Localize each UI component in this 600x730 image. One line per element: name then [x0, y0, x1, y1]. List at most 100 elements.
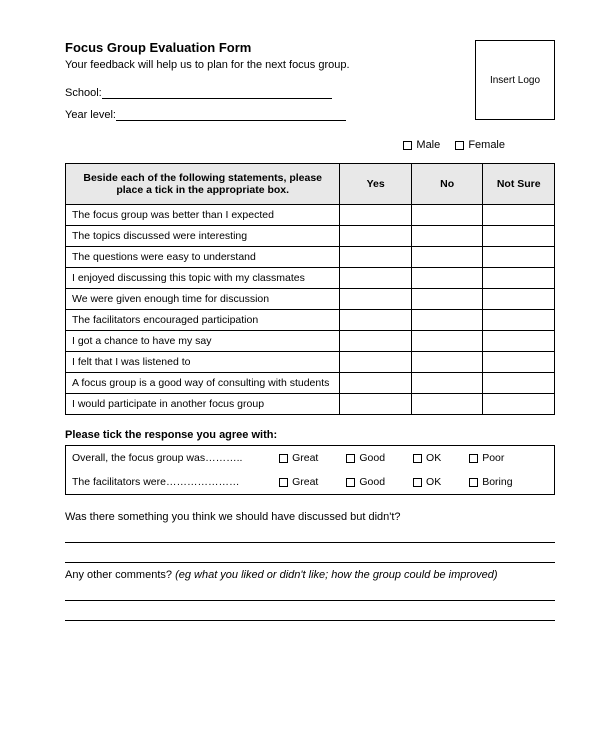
tick-cell[interactable]: [483, 289, 555, 310]
tick-cell[interactable]: [411, 373, 483, 394]
tick-cell[interactable]: [340, 310, 412, 331]
instruction-header: Beside each of the following statements,…: [66, 164, 340, 205]
statement-cell: I felt that I was listened to: [66, 352, 340, 373]
tick-cell[interactable]: [411, 394, 483, 415]
statement-cell: The topics discussed were interesting: [66, 226, 340, 247]
option-checkbox[interactable]: [279, 454, 288, 463]
statement-cell: The focus group was better than I expect…: [66, 205, 340, 226]
tick-cell[interactable]: [483, 247, 555, 268]
tick-cell[interactable]: [483, 226, 555, 247]
tick-cell[interactable]: [483, 268, 555, 289]
col-no: No: [411, 164, 483, 205]
rating-row2-options: GreatGoodOKBoring: [261, 470, 554, 495]
table-row: I felt that I was listened to: [66, 352, 555, 373]
form-subtitle: Your feedback will help us to plan for t…: [65, 59, 465, 71]
option-label: Boring: [482, 476, 512, 488]
tick-cell[interactable]: [411, 352, 483, 373]
option-checkbox[interactable]: [346, 454, 355, 463]
rating-row2-label: The facilitators were…………………: [66, 470, 262, 495]
statement-cell: A focus group is a good way of consultin…: [66, 373, 340, 394]
tick-cell[interactable]: [483, 205, 555, 226]
tick-cell[interactable]: [483, 331, 555, 352]
table-row: The questions were easy to understand: [66, 247, 555, 268]
col-notsure: Not Sure: [483, 164, 555, 205]
option-checkbox[interactable]: [413, 454, 422, 463]
tick-cell[interactable]: [340, 205, 412, 226]
rating-table: Overall, the focus group was……….. GreatG…: [65, 445, 555, 495]
option-label: Great: [292, 452, 318, 464]
table-row: A focus group is a good way of consultin…: [66, 373, 555, 394]
year-blank[interactable]: [116, 109, 346, 121]
gender-row: Male Female: [65, 139, 555, 151]
q2-prefix: Any other comments?: [65, 569, 175, 581]
tick-cell[interactable]: [340, 352, 412, 373]
table-row: The facilitators encouraged participatio…: [66, 310, 555, 331]
option-label: OK: [426, 452, 441, 464]
rating-row-facilitators: The facilitators were………………… GreatGoodOK…: [66, 470, 555, 495]
table-row: I enjoyed discussing this topic with my …: [66, 268, 555, 289]
option-checkbox[interactable]: [279, 478, 288, 487]
statement-cell: The questions were easy to understand: [66, 247, 340, 268]
tick-cell[interactable]: [411, 205, 483, 226]
school-label: School:: [65, 87, 102, 99]
q2-line1[interactable]: [65, 585, 555, 601]
school-blank[interactable]: [102, 87, 332, 99]
year-label: Year level:: [65, 109, 116, 121]
rating-row1-label: Overall, the focus group was………..: [66, 446, 262, 471]
statement-cell: I got a chance to have my say: [66, 331, 340, 352]
q1-line2[interactable]: [65, 547, 555, 563]
table-row: The focus group was better than I expect…: [66, 205, 555, 226]
tick-cell[interactable]: [411, 247, 483, 268]
tick-cell[interactable]: [340, 226, 412, 247]
tick-cell[interactable]: [340, 331, 412, 352]
tick-cell[interactable]: [340, 268, 412, 289]
option-label: Poor: [482, 452, 504, 464]
tick-cell[interactable]: [411, 331, 483, 352]
option-label: Good: [359, 452, 385, 464]
statement-cell: We were given enough time for discussion: [66, 289, 340, 310]
form-page: Focus Group Evaluation Form Your feedbac…: [0, 0, 600, 655]
female-label: Female: [468, 139, 505, 151]
tick-cell[interactable]: [340, 289, 412, 310]
table-row: I would participate in another focus gro…: [66, 394, 555, 415]
school-field[interactable]: School:: [65, 87, 465, 99]
tick-cell[interactable]: [483, 394, 555, 415]
tick-cell[interactable]: [483, 310, 555, 331]
rating-row1-options: Great Good OK Poor: [261, 446, 554, 471]
table-row: We were given enough time for discussion: [66, 289, 555, 310]
q2-line2[interactable]: [65, 605, 555, 621]
tick-cell[interactable]: [483, 352, 555, 373]
option-checkbox[interactable]: [469, 478, 478, 487]
tick-cell[interactable]: [340, 373, 412, 394]
open-q1: Was there something you think we should …: [65, 511, 555, 523]
tick-cell[interactable]: [411, 310, 483, 331]
year-field[interactable]: Year level:: [65, 109, 465, 121]
header-row: Focus Group Evaluation Form Your feedbac…: [65, 40, 555, 131]
q2-hint: (eg what you liked or didn't like; how t…: [175, 569, 498, 581]
male-checkbox[interactable]: [403, 141, 412, 150]
tick-cell[interactable]: [483, 373, 555, 394]
evaluation-table: Beside each of the following statements,…: [65, 163, 555, 415]
option-checkbox[interactable]: [469, 454, 478, 463]
statement-cell: I would participate in another focus gro…: [66, 394, 340, 415]
option-checkbox[interactable]: [413, 478, 422, 487]
tick-cell[interactable]: [411, 268, 483, 289]
tick-cell[interactable]: [411, 289, 483, 310]
option-checkbox[interactable]: [346, 478, 355, 487]
col-yes: Yes: [340, 164, 412, 205]
table-row: The topics discussed were interesting: [66, 226, 555, 247]
tick-cell[interactable]: [411, 226, 483, 247]
form-title: Focus Group Evaluation Form: [65, 40, 465, 55]
rating-row-overall: Overall, the focus group was……….. GreatG…: [66, 446, 555, 471]
female-checkbox[interactable]: [455, 141, 464, 150]
header-left: Focus Group Evaluation Form Your feedbac…: [65, 40, 465, 131]
statement-cell: The facilitators encouraged participatio…: [66, 310, 340, 331]
q1-line1[interactable]: [65, 527, 555, 543]
tick-cell[interactable]: [340, 394, 412, 415]
open-q2: Any other comments? (eg what you liked o…: [65, 569, 555, 581]
logo-placeholder: Insert Logo: [475, 40, 555, 120]
tick-cell[interactable]: [340, 247, 412, 268]
statement-cell: I enjoyed discussing this topic with my …: [66, 268, 340, 289]
option-label: OK: [426, 476, 441, 488]
table-row: I got a chance to have my say: [66, 331, 555, 352]
